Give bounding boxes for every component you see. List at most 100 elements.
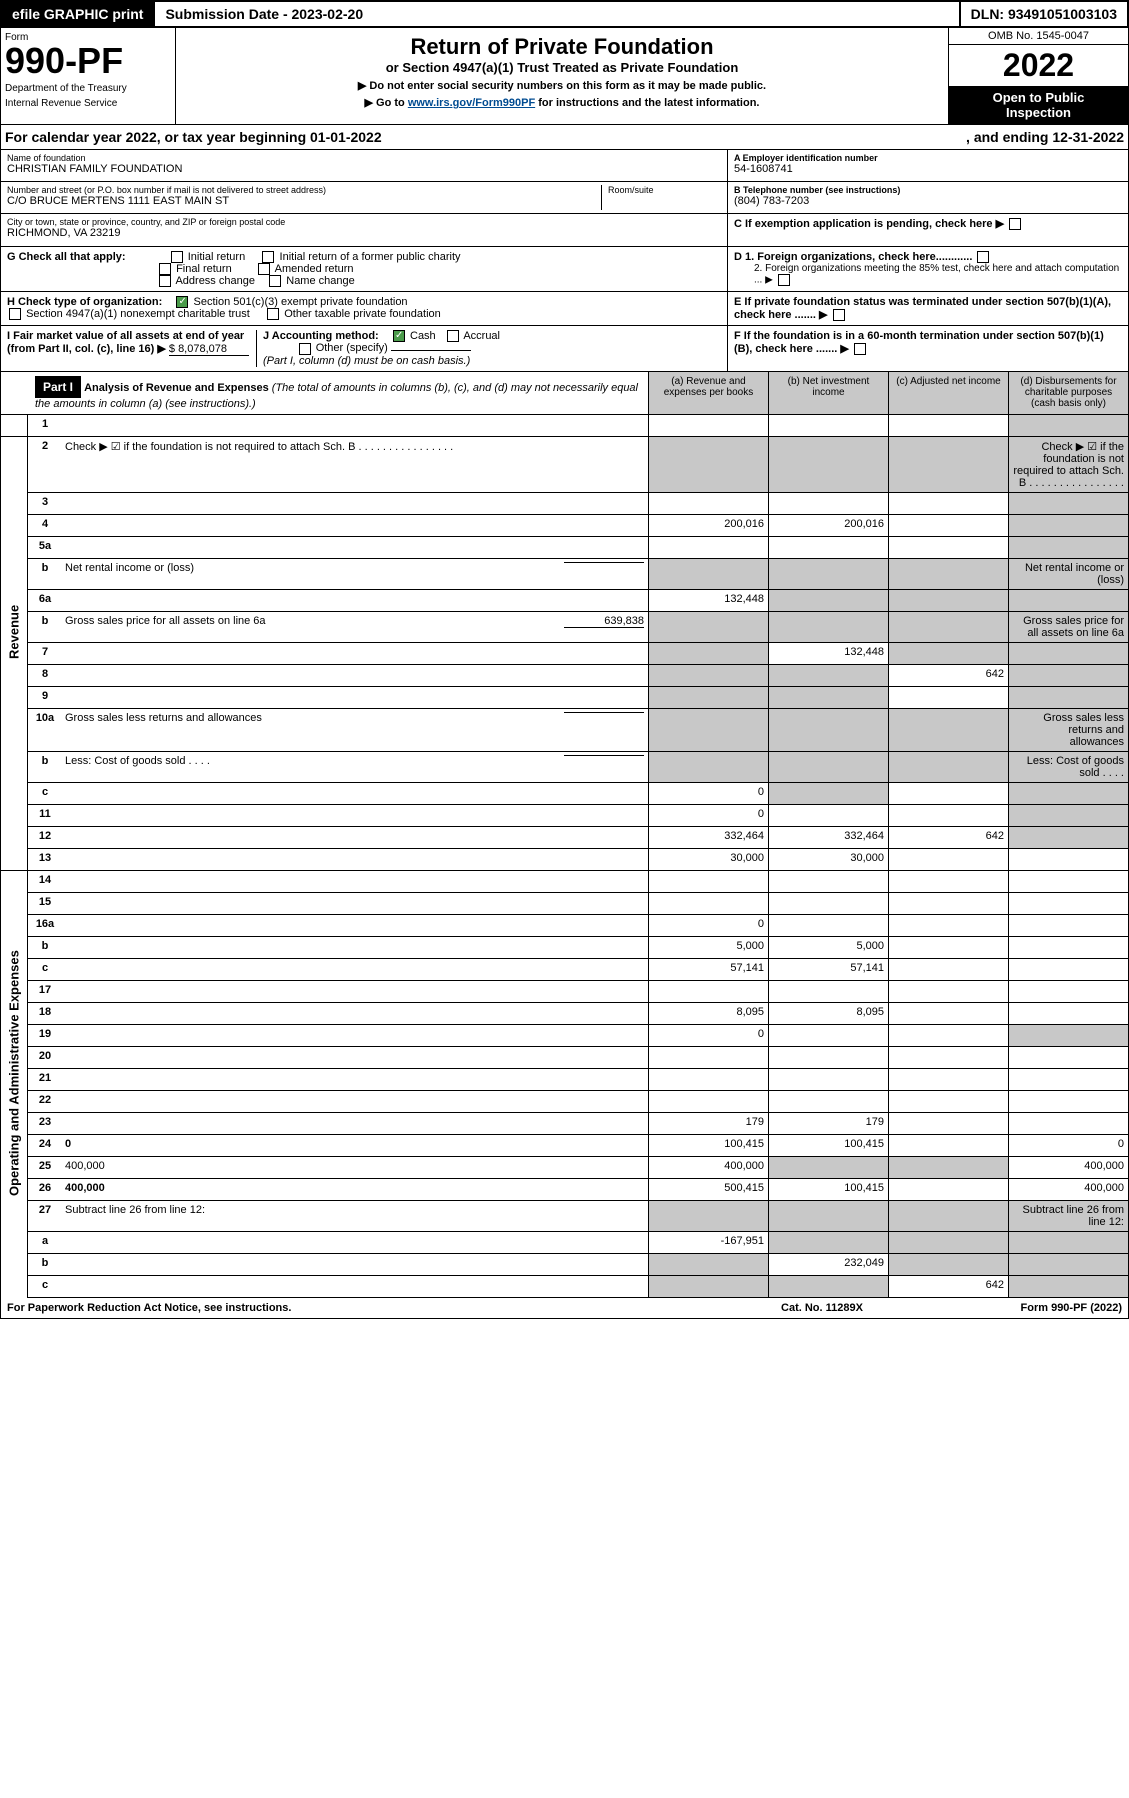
exemption-pending-checkbox[interactable] [1009,218,1021,230]
value-cell-d: Check ▶ ☑ if the foundation is not requi… [1008,437,1128,492]
form-header: Form 990-PF Department of the Treasury I… [0,28,1129,125]
line-description [61,915,648,936]
value-cell-c [888,709,1008,751]
4947a1-checkbox[interactable] [9,308,21,320]
line-description: 400,000 [61,1179,648,1200]
line-number: 23 [29,1113,61,1134]
value-cell-a: 30,000 [648,849,768,870]
value-cell-d [1008,981,1128,1002]
line-number: 12 [29,827,61,848]
line-row: b232,049 [0,1254,1129,1276]
address-change-checkbox[interactable] [159,275,171,287]
line-number: 13 [29,849,61,870]
line-description [61,893,648,914]
value-cell-a [648,709,768,751]
line-row: c642 [0,1276,1129,1298]
line-description [61,783,648,804]
line-description [61,590,648,611]
line-row: c57,14157,141 [0,959,1129,981]
line-description [61,415,648,436]
form-subtitle: or Section 4947(a)(1) Trust Treated as P… [182,60,942,75]
line-number: c [29,959,61,980]
final-return-checkbox[interactable] [159,263,171,275]
value-cell-c [888,1201,1008,1231]
line-number: 15 [29,893,61,914]
line-row: 26400,000500,415100,415400,000 [0,1179,1129,1201]
line-number: 26 [29,1179,61,1200]
line-row: 21 [0,1069,1129,1091]
value-cell-c [888,1091,1008,1112]
accrual-method-checkbox[interactable] [447,330,459,342]
calendar-year-row: For calendar year 2022, or tax year begi… [0,125,1129,150]
value-cell-b [768,915,888,936]
section-d1: D 1. Foreign organizations, check here..… [734,251,1122,263]
line-number: 10a [29,709,61,751]
line-row: b5,0005,000 [0,937,1129,959]
value-cell-c [888,612,1008,642]
line-description [61,849,648,870]
501c3-checkbox[interactable] [176,296,188,308]
value-cell-d [1008,783,1128,804]
line-description [61,1113,648,1134]
line-row: bGross sales price for all assets on lin… [0,612,1129,643]
initial-return-checkbox[interactable] [171,251,183,263]
value-cell-a [648,1091,768,1112]
section-i: I Fair market value of all assets at end… [7,330,257,366]
value-cell-c [888,959,1008,980]
page-footer: For Paperwork Reduction Act Notice, see … [0,1298,1129,1319]
section-h-e-row: H Check type of organization: Section 50… [0,292,1129,326]
form990pf-link[interactable]: www.irs.gov/Form990PF [408,97,535,109]
amended-return-checkbox[interactable] [258,263,270,275]
cash-method-checkbox[interactable] [393,330,405,342]
line-number: 9 [29,687,61,708]
line-description [61,1091,648,1112]
foreign-85pct-checkbox[interactable] [778,274,790,286]
line-description [61,1069,648,1090]
value-cell-d [1008,1069,1128,1090]
line-row: 10a Gross sales less returns and allowanc… [0,709,1129,752]
value-cell-a: 400,000 [648,1157,768,1178]
value-cell-d: Gross sales less returns and allowances [1008,709,1128,751]
line-row: a-167,951 [0,1232,1129,1254]
value-cell-b: 30,000 [768,849,888,870]
value-cell-c [888,643,1008,664]
value-cell-d: Gross sales price for all assets on line… [1008,612,1128,642]
value-cell-a [648,871,768,892]
col-d-header: (d) Disbursements for charitable purpose… [1008,372,1128,414]
line-description [61,1232,648,1253]
value-cell-b [768,612,888,642]
name-change-checkbox[interactable] [269,275,281,287]
value-cell-b: 100,415 [768,1179,888,1200]
line-description [61,1276,648,1297]
foreign-org-checkbox[interactable] [977,251,989,263]
status-terminated-checkbox[interactable] [833,309,845,321]
line-description [61,665,648,686]
line-row: 25400,000400,000400,000 [0,1157,1129,1179]
section-ij-f-row: I Fair market value of all assets at end… [0,326,1129,371]
value-cell-b [768,805,888,826]
60month-termination-checkbox[interactable] [854,343,866,355]
street-address-cell: Number and street (or P.O. box number if… [7,185,601,210]
other-taxable-checkbox[interactable] [267,308,279,320]
line-description: Gross sales price for all assets on line… [61,612,648,642]
value-cell-c [888,537,1008,558]
line-number: 3 [29,493,61,514]
value-cell-c [888,1003,1008,1024]
part1-header-row: Part I Analysis of Revenue and Expenses … [0,372,1129,415]
line-row: 22 [0,1091,1129,1113]
line-number: 25 [29,1157,61,1178]
value-cell-d [1008,1025,1128,1046]
initial-return-pubcharity-checkbox[interactable] [262,251,274,263]
section-f: F If the foundation is in a 60-month ter… [728,326,1128,370]
value-cell-a: 332,464 [648,827,768,848]
open-to-public: Open to Public Inspection [949,86,1128,124]
value-cell-a [648,537,768,558]
ein-cell: A Employer identification number 54-1608… [728,150,1128,182]
other-method-checkbox[interactable] [299,343,311,355]
line-description [61,827,648,848]
value-cell-c [888,493,1008,514]
value-cell-a [648,752,768,782]
line-row: 240100,415100,4150 [0,1135,1129,1157]
line-description: Net rental income or (loss) [61,559,648,589]
value-cell-a: 500,415 [648,1179,768,1200]
